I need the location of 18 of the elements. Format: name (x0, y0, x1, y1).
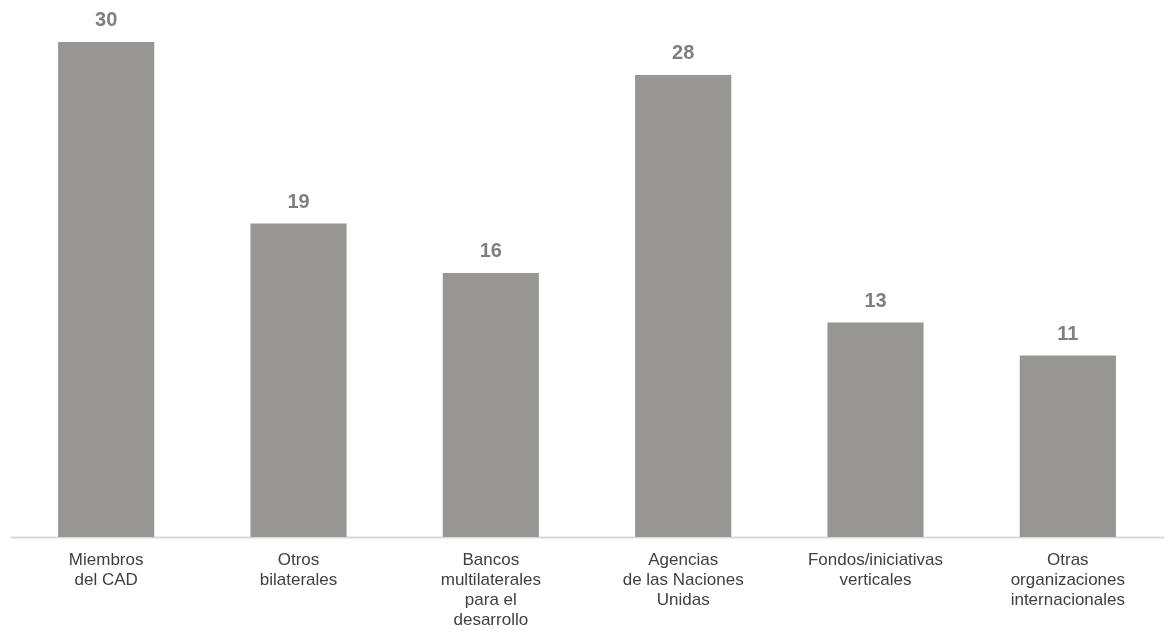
data-label: 28 (672, 41, 695, 63)
bar (827, 322, 924, 537)
x-tick-label: Agencias de las Naciones Unidas (622, 549, 744, 609)
bar (250, 223, 347, 537)
data-label: 11 (1057, 321, 1079, 344)
x-tick-label: Fondos/iniciativas verticales (807, 549, 944, 589)
bar (58, 42, 155, 537)
data-label: 16 (479, 239, 502, 261)
data-label: 19 (287, 189, 310, 212)
bar (442, 273, 539, 537)
x-tick-label: Miembros del CAD (68, 549, 144, 589)
x-tick-label: Otras organizaciones internacionales (1010, 549, 1126, 609)
bar (635, 75, 732, 537)
data-label: 30 (95, 8, 118, 30)
data-label: 13 (864, 288, 887, 311)
x-tick-label: Bancos multilaterales para el desarrollo (440, 549, 541, 629)
x-tick-label: Otros bilaterales (259, 549, 338, 589)
bar (1019, 355, 1116, 537)
